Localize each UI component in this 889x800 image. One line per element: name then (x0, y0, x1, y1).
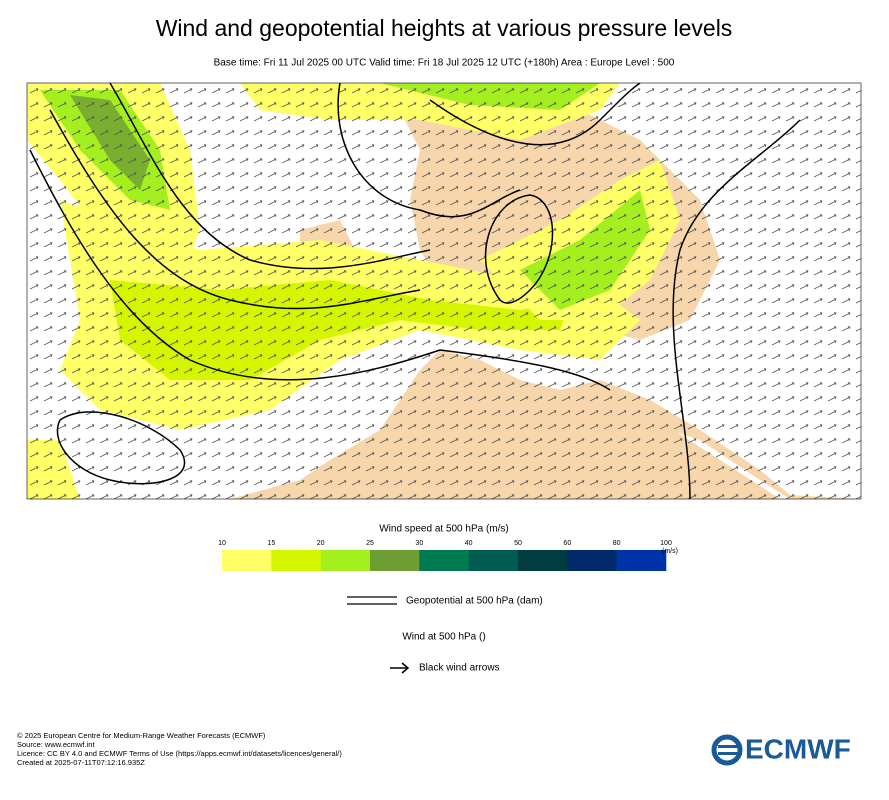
colorbar-bin (222, 550, 272, 571)
footer: © 2025 European Centre for Medium-Range … (17, 731, 342, 767)
colorbar-bin (567, 550, 617, 571)
colorbar-bin (518, 550, 568, 571)
geopotential-legend: Geopotential at 500 hPa (dam) (347, 596, 543, 607)
arrow-legend: Black wind arrows (390, 662, 500, 674)
subtitle: Base time: Fri 11 Jul 2025 00 UTC Valid … (214, 58, 675, 69)
footer-line: © 2025 European Centre for Medium-Range … (17, 731, 266, 740)
colorbar-unit: (m/s) (662, 548, 678, 555)
colorbar-tick-label: 40 (465, 540, 473, 547)
colorbar-bin (468, 550, 519, 571)
legend-arrow-head (401, 662, 410, 674)
title: Wind and geopotential heights at various… (156, 15, 733, 41)
logo-text: ECMWF (745, 733, 851, 764)
logo-mark (718, 745, 742, 748)
legend-label: Geopotential at 500 hPa (dam) (406, 596, 543, 607)
colorbar-bin (370, 550, 420, 571)
colorbar-tick-label: 10 (218, 540, 226, 547)
colorbar-tick-label: 80 (613, 540, 621, 547)
legend-label: Wind at 500 hPa () (402, 632, 485, 643)
colorbar-tick-label: 50 (514, 540, 522, 547)
colorbar: Wind speed at 500 hPa (m/s) 10 15 20 25 30 40… (218, 524, 678, 571)
colorbar-tick-label: 60 (563, 540, 571, 547)
colorbar-bin (320, 550, 371, 571)
logo: ECMWF (711, 733, 851, 766)
colorbar-title: Wind speed at 500 hPa (m/s) (379, 524, 509, 535)
logo-mark (711, 734, 743, 766)
logo-mark (718, 752, 742, 755)
footer-line: Created at 2025-07-11T07:12:16.935Z (17, 758, 145, 767)
colorbar-tick-label: 20 (317, 540, 325, 547)
colorbar-tick-label: 15 (267, 540, 275, 547)
map (27, 83, 861, 499)
colorbar-tick-label: 25 (366, 540, 374, 547)
colorbar-bin (271, 550, 321, 571)
colorbar-bin (616, 550, 667, 571)
colorbar-bin (419, 550, 469, 571)
footer-line: Source: www.ecmwf.int (17, 740, 95, 749)
colorbar-tick-label: 30 (415, 540, 423, 547)
legend-label: Black wind arrows (419, 663, 500, 674)
colorbar-tick-label: 100 (660, 540, 672, 547)
footer-line: Licence: CC BY 4.0 and ECMWF Terms of Us… (17, 749, 342, 758)
